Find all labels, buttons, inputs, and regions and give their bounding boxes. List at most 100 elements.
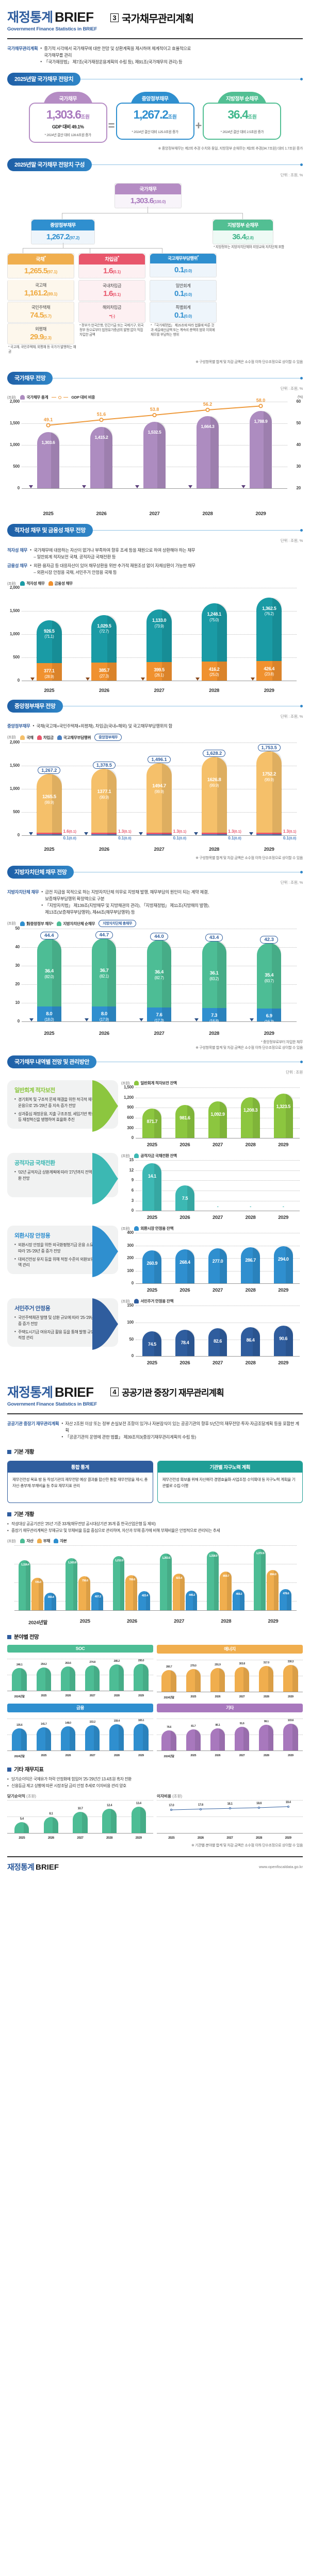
- x-axis-label: 2027: [213, 1215, 223, 1221]
- x-axis-label: 2026: [99, 688, 109, 694]
- legend-item-net-debt: 지방자치단체 순채무: [57, 921, 95, 927]
- bar: [60, 1726, 76, 1751]
- x-axis-label: 2029: [288, 1754, 293, 1758]
- tree-child-value: 1,161.2(89.1): [8, 288, 74, 301]
- x-axis-label: 2026: [215, 1754, 221, 1758]
- bar-value-label: 35.4 (83.7): [264, 972, 274, 983]
- page-header: 재정통계 BRIEF Government Finance Statistics…: [0, 0, 310, 32]
- bar-shade: [162, 834, 172, 836]
- bar: [37, 1006, 61, 1022]
- bar: [36, 773, 62, 833]
- tree-node-local-debt: 지방정부 순채무 36.4(2.8): [213, 219, 273, 245]
- x-axis-label: 2025: [44, 688, 55, 694]
- bar-shade: [219, 1667, 225, 1692]
- x-axis-label: 2026: [180, 1215, 190, 1221]
- x-axis-labels: 2025 2026 2027 2028 2029: [157, 1837, 303, 1840]
- svg-text:49.1: 49.1: [44, 417, 53, 422]
- tree-child-label: 해외차입금: [79, 302, 145, 311]
- x-axis-label: 2025: [168, 1837, 175, 1840]
- bar-shade: [217, 834, 227, 836]
- total-badge: 1,753.5: [243, 742, 296, 752]
- total-badge: 1,628.2: [188, 748, 240, 757]
- bar-shade: [217, 757, 227, 833]
- x-axis-label: 2027: [154, 688, 165, 694]
- axis-tick-marker: [29, 832, 34, 836]
- point-value-label: 18.6: [256, 1802, 262, 1806]
- y-tick: 50: [129, 1336, 134, 1342]
- chart-legend: (조원) 對중앙정부 채무* 지방자치단체 순채무 지방자치단체 총채무: [7, 920, 303, 928]
- bar: [142, 1250, 162, 1284]
- bar-shade: [133, 1575, 138, 1611]
- bar-shade: [111, 1808, 117, 1834]
- legend-item-gukchae: 국채: [20, 735, 34, 740]
- axis-tick-marker: [139, 832, 143, 836]
- bar-value-label: 478.6: [283, 1592, 289, 1595]
- y-tick: 50: [15, 926, 20, 931]
- bar-value-label: 1265.5 (99.9): [42, 794, 56, 805]
- bar-shade: [52, 620, 62, 664]
- bar-shade: [263, 410, 272, 489]
- bar-value-label: 1,118.4: [21, 1563, 29, 1566]
- x-axis-label: 2028: [209, 688, 220, 694]
- chart-legend: (조원) 국가채무 총계 GDP 대비 비중 (%): [7, 394, 303, 400]
- bar-value-label: 407.2: [94, 1595, 101, 1598]
- local-term: 지방자치단체 채무: [7, 889, 39, 895]
- card-value: 1,267.2조원: [133, 108, 177, 122]
- bar-value-label: 263.6: [65, 1662, 71, 1665]
- summary-cards: 국가채무 1,303.6조원 GDP 대비 49.1% * 2024년 결산 대…: [0, 92, 310, 143]
- bar: [146, 662, 172, 681]
- bar: [256, 832, 282, 834]
- bar-value-label: 981.6: [180, 1115, 190, 1121]
- axis-tick-marker: [194, 1018, 199, 1022]
- header-divider-2: [7, 1413, 303, 1415]
- total-badge: 1,378.5: [78, 760, 130, 769]
- bar: [266, 1570, 279, 1611]
- data-point: [258, 1807, 260, 1809]
- mini-chart-card: 당기순이익 (조원) 5.4 8.1 10.7 12.4 13.4 2025 2026 20…: [7, 1793, 153, 1840]
- bar: [36, 1727, 51, 1751]
- x-axis-label: 2025: [44, 847, 55, 853]
- bar-value-label: 165.1: [138, 1719, 144, 1722]
- brief2-footer-note: ※ 기관별·분야별 합계 및 차감 금액은 소수점 이하 단수조정으로 상이할 …: [191, 1844, 303, 1848]
- x-axis-label: 2029: [138, 1694, 144, 1698]
- tree-node-label: 중앙정부채무: [31, 220, 94, 231]
- bar: [112, 1556, 125, 1611]
- bar: [201, 661, 227, 681]
- legend-item: 공적자금 국채전환 잔액: [134, 1153, 177, 1159]
- field-group-card: 에너지 266.7 279.0 291.9 303.8 317.0 330.3 2024년…: [157, 1645, 303, 1699]
- bar-value-label: 76.6: [167, 1726, 172, 1729]
- mini-chart-title: 이자비용 (조원): [157, 1794, 183, 1799]
- pillbar-breakdown: 국가채무 내역별 전망 및 관리방안: [7, 1055, 303, 1069]
- bar-value-label: 285.2: [113, 1660, 120, 1663]
- panel-chart: (조원) 일반회계 적자보전 잔액 1,500 1,200 900 600 300 0 87…: [121, 1080, 303, 1148]
- plot-area: 1,118.4 725.0 393.4 1,163.8 756.6 407.2 1,212.…: [14, 1545, 297, 1617]
- pill-label-breakdown: 국가채무 내역별 전망 및 관리방안: [7, 1055, 96, 1069]
- bar: [142, 1163, 162, 1211]
- card-value: 36.4조원: [227, 108, 257, 122]
- bar: [186, 1669, 201, 1692]
- pill-label-forecast: 2025년말 국가채무 전망치: [7, 73, 81, 86]
- bar-value-label: 399.5 (26.1): [154, 667, 165, 678]
- x-axis-label: 2029: [264, 847, 274, 853]
- y-tick: 1,500: [123, 1085, 134, 1090]
- header-divider: [7, 38, 303, 39]
- bar-shade: [170, 1670, 176, 1692]
- plot-area: 1,500 1,200 900 600 300 0 871.7 981.6 1,092.9 1,2…: [124, 1085, 300, 1141]
- x-axis-label: 2029: [285, 1837, 291, 1840]
- bar-shade: [162, 609, 172, 663]
- bar-shade: [26, 1560, 31, 1611]
- field-group-card: SOC 246.1 254.2 263.6 274.8 285.2 295.0 2024년…: [7, 1645, 153, 1699]
- bar: [131, 1806, 146, 1834]
- y2-tick: 30: [296, 464, 301, 469]
- bar-value-label: 6.9 (16.3): [264, 1013, 274, 1025]
- panel-chart: (조원) 외환시장 안정용 잔액 400 300 200 100 0 260.9 268.4…: [121, 1226, 303, 1293]
- x-axis-label: 2027: [239, 1754, 245, 1758]
- definition-line-2: 「국가재정법」 제7조(국가재정운용계획의 수립 등), 제91조(국가채무의 …: [40, 58, 191, 65]
- bar-value-label: 36.4 (82.7): [154, 969, 164, 980]
- bar-value-label: 303.8: [239, 1662, 245, 1665]
- bar: [91, 832, 117, 834]
- operator-equals: =: [108, 119, 115, 132]
- bar-shade: [162, 1007, 171, 1022]
- tree-child-value: 74.5(5.7): [8, 310, 74, 323]
- footer-url[interactable]: www.openfiscaldata.go.kr: [258, 1864, 303, 1870]
